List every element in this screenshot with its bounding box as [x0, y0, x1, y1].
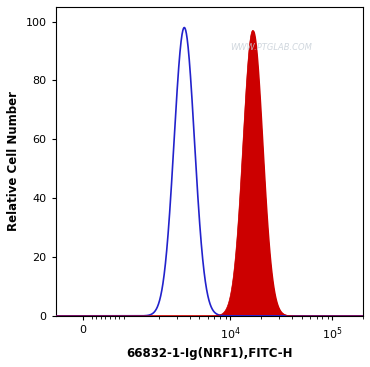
Y-axis label: Relative Cell Number: Relative Cell Number: [7, 91, 20, 232]
Text: WWW.PTGLAB.COM: WWW.PTGLAB.COM: [230, 43, 312, 52]
X-axis label: 66832-1-Ig(NRF1),FITC-H: 66832-1-Ig(NRF1),FITC-H: [126, 347, 293, 360]
